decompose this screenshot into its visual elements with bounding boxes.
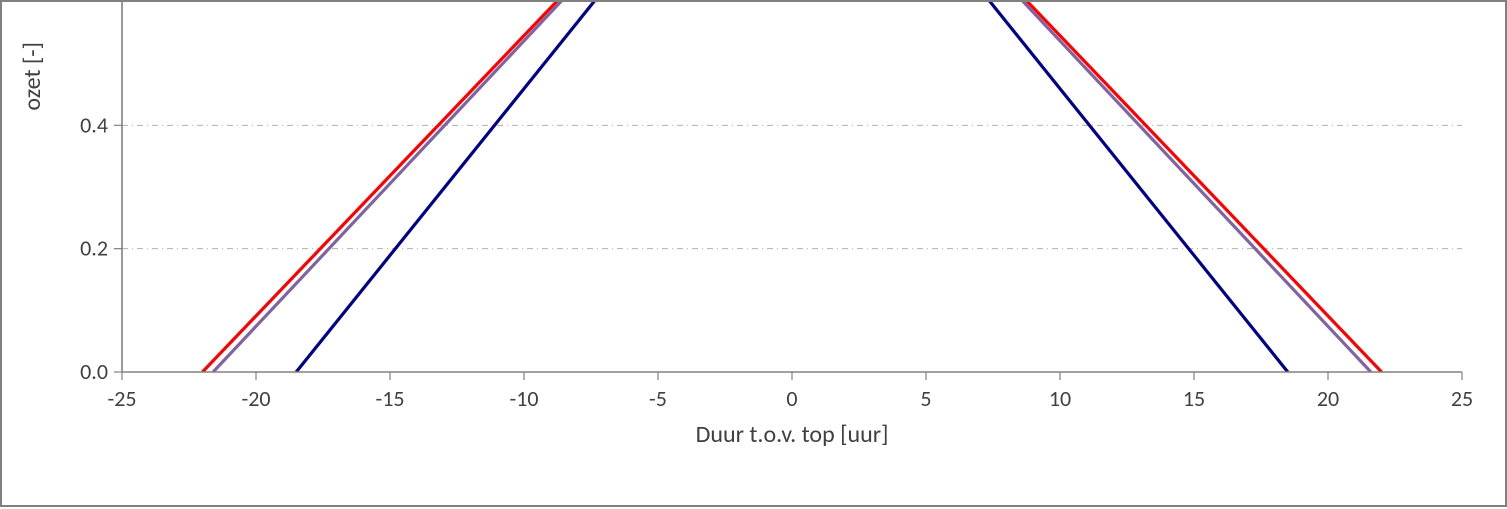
blue-series xyxy=(296,2,1288,372)
x-tick-label: 0 xyxy=(786,385,797,412)
x-tick-label: 25 xyxy=(1451,385,1473,412)
y-tick-label: 0.4 xyxy=(80,111,108,138)
x-tick-label: 15 xyxy=(1183,385,1205,412)
x-tick-label: -10 xyxy=(509,385,538,412)
x-tick-label: -15 xyxy=(375,385,404,412)
chart-frame: -25 -20 -15 -10 -5 0 5 10 15 20 25 0.0 0.2 0.4 Duur t.… xyxy=(0,0,1507,507)
x-tick-label: -25 xyxy=(107,385,136,412)
red-series xyxy=(202,2,1381,372)
x-tick-label: -20 xyxy=(241,385,270,412)
line-chart: -25 -20 -15 -10 -5 0 5 10 15 20 25 0.0 0.2 0.4 Duur t.… xyxy=(2,2,1507,509)
x-tick-label: 20 xyxy=(1317,385,1339,412)
y-tick-label: 0.2 xyxy=(80,235,108,262)
x-axis-title: Duur t.o.v. top [uur] xyxy=(696,420,889,449)
purple-series xyxy=(213,2,1371,372)
y-axis-title: ozet [-] xyxy=(18,42,47,111)
x-tick-label: -5 xyxy=(649,385,667,412)
y-tick-label: 0.0 xyxy=(80,358,108,385)
x-tick-label: 5 xyxy=(920,385,931,412)
x-tick-label: 10 xyxy=(1049,385,1071,412)
